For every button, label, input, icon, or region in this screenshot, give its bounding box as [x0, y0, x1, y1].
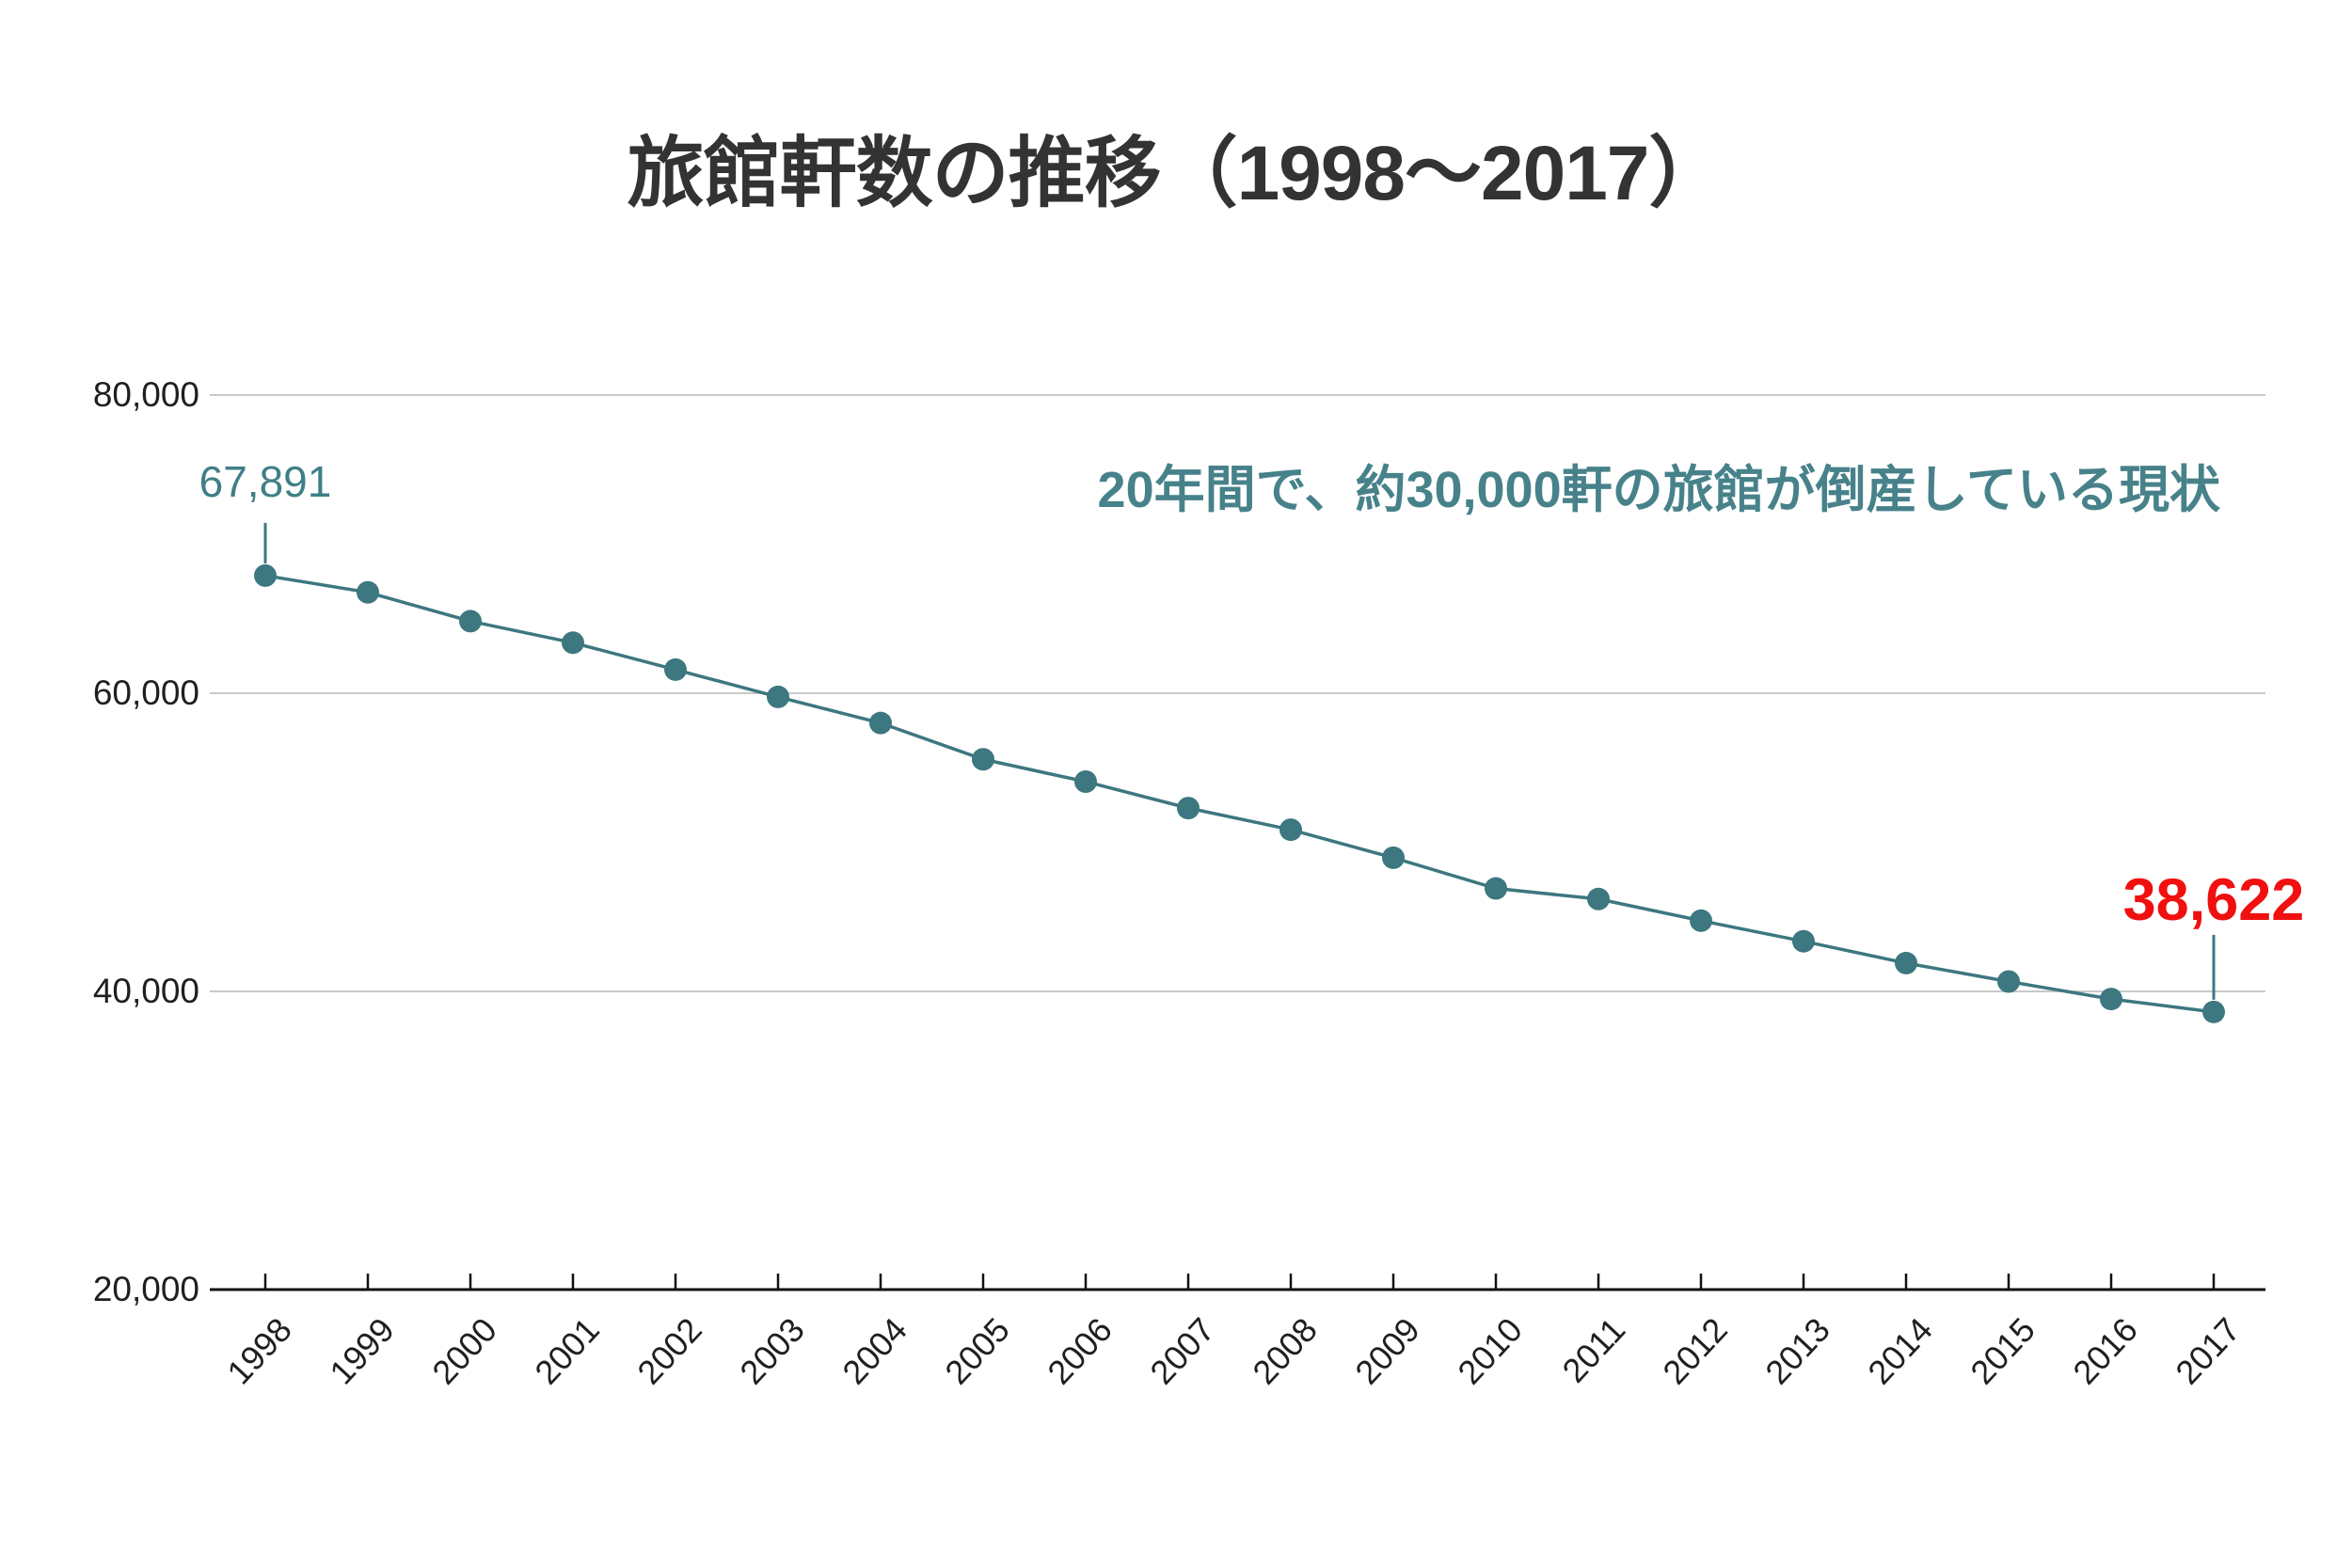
data-point-1999	[357, 580, 379, 604]
data-point-2009	[1382, 846, 1405, 869]
data-point-2010	[1485, 877, 1507, 900]
data-point-2015	[1997, 970, 2020, 993]
annotation-text: 20年間で、約30,000軒の旅館が倒産している現状	[1097, 462, 2220, 518]
data-point-2007	[1177, 797, 1200, 820]
y-tick-label-60000: 60,000	[92, 673, 199, 712]
data-point-2012	[1690, 909, 1712, 932]
data-point-2008	[1279, 818, 1302, 842]
data-point-2016	[2100, 988, 2122, 1011]
data-point-2017	[2202, 1000, 2225, 1023]
data-point-2005	[972, 748, 994, 771]
data-point-2002	[664, 657, 687, 681]
y-tick-label-40000: 40,000	[92, 972, 199, 1010]
first-point-value-label: 67,891	[199, 456, 332, 506]
data-line	[264, 574, 2215, 1014]
data-point-1998	[254, 563, 277, 587]
data-point-2000	[459, 610, 482, 633]
data-point-2003	[767, 685, 789, 708]
data-point-2011	[1587, 887, 1610, 911]
data-point-2006	[1074, 769, 1097, 793]
y-tick-label-80000: 80,000	[92, 375, 199, 414]
y-tick-label-20000: 20,000	[92, 1270, 199, 1308]
data-point-2001	[562, 631, 584, 655]
data-point-2014	[1895, 951, 1917, 974]
data-point-2013	[1792, 929, 1815, 953]
data-point-2004	[869, 711, 892, 735]
chart-title: 旅館軒数の推移（1998〜2017）	[627, 131, 1726, 216]
last-point-value-label: 38,622	[2122, 866, 2305, 933]
